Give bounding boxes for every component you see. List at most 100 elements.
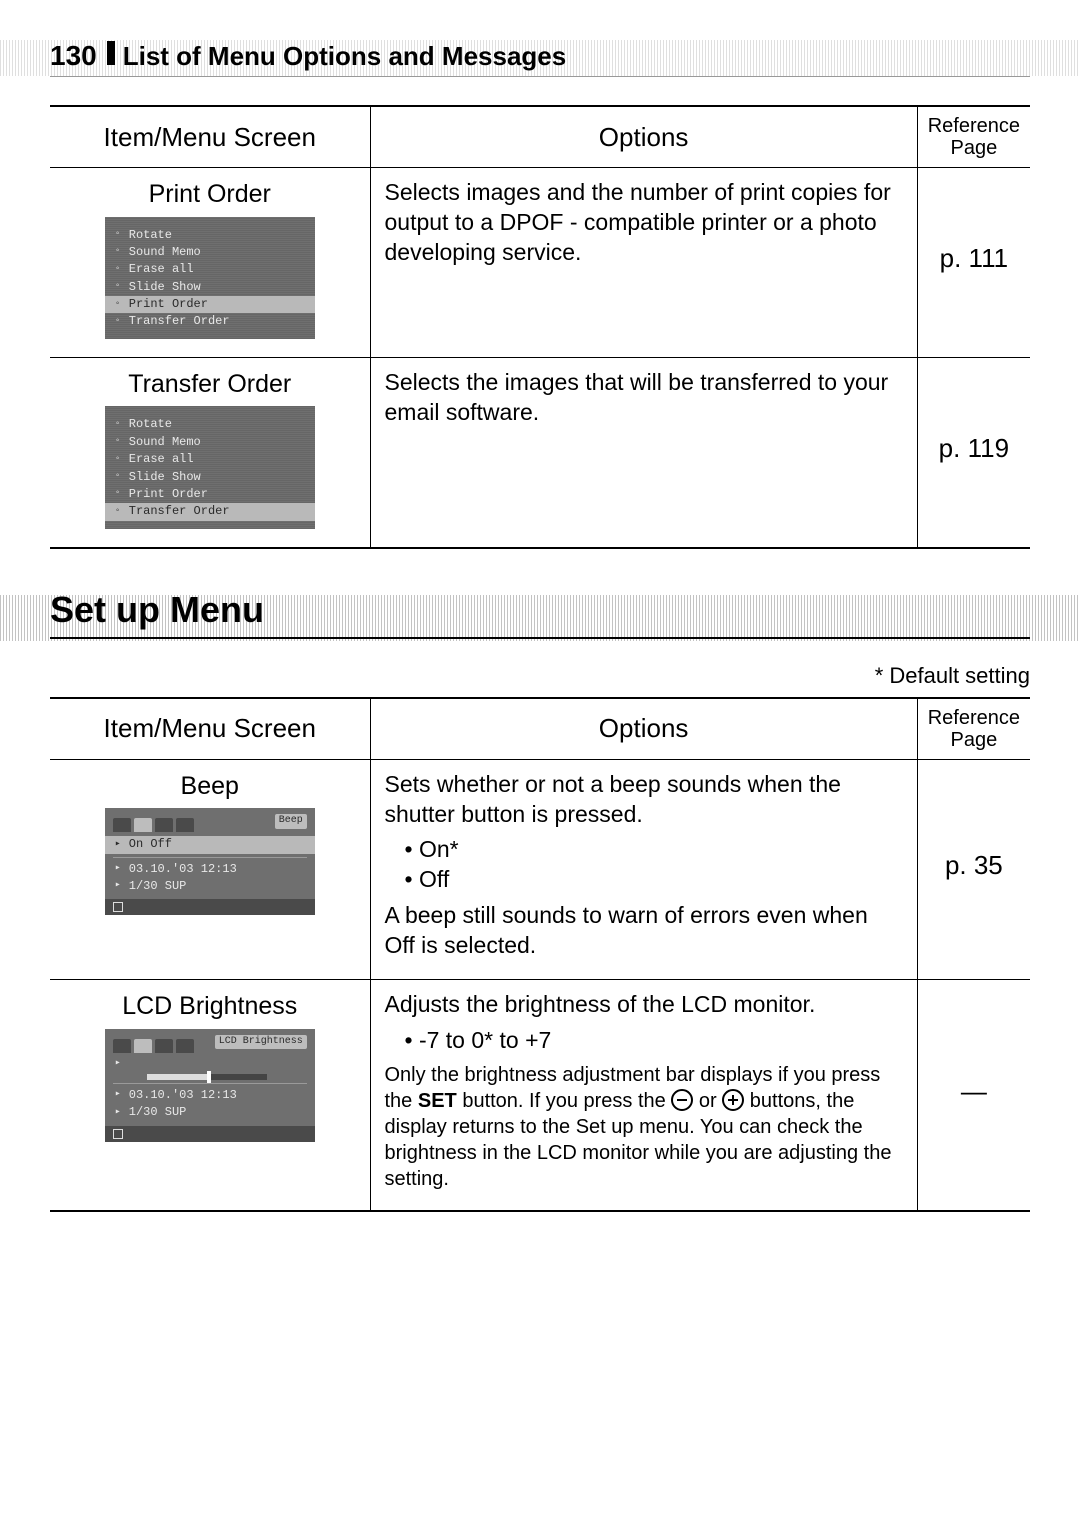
section-heading-wrap: Set up Menu (50, 589, 1030, 641)
lcd-row-icon: ◦ (113, 298, 123, 313)
page-header: 130 List of Menu Options and Messages (50, 40, 1030, 77)
ref-cell: p. 35 (917, 759, 1030, 979)
ref-cell: p. 111 (917, 168, 1030, 358)
lcd-tab (176, 1039, 194, 1053)
item-title: Print Order (64, 178, 356, 211)
plus-icon (722, 1089, 744, 1111)
options-text: Adjusts the brightness of the LCD monito… (385, 990, 903, 1020)
table-row: LCD BrightnessLCD Brightness▸▸03.10.'03 … (50, 980, 1030, 1211)
lcd-tab (113, 1039, 131, 1053)
options-cell: Selects the images that will be transfer… (370, 357, 917, 547)
lcd-footer (105, 1126, 315, 1142)
table-row: Print Order◦Rotate◦Sound Memo◦Erase all◦… (50, 168, 1030, 358)
lcd-row-icon: ◦ (113, 487, 123, 502)
lcd-row-icon: ▸ (113, 1088, 123, 1103)
lcd-row-text: Transfer Order (129, 503, 230, 520)
lcd-divider (113, 1083, 307, 1084)
lcd-tab (134, 818, 152, 832)
options-cell: Sets whether or not a beep sounds when t… (370, 759, 917, 979)
lcd-row-icon: ▸ (113, 862, 123, 877)
lcd-row: ▸ 03.10.'03 12:13 (113, 1087, 307, 1104)
lcd-row-text: Erase all (129, 261, 194, 278)
options-tail: A beep still sounds to warn of errors ev… (385, 901, 903, 961)
lcd-row-icon: ◦ (113, 263, 123, 278)
lcd-row: ◦ Slide Show (113, 279, 307, 296)
lcd-row-icon: ▸ (113, 1106, 123, 1121)
options-text: Selects images and the number of print c… (385, 178, 903, 268)
item-cell: LCD BrightnessLCD Brightness▸▸03.10.'03 … (50, 980, 370, 1211)
lcd-screenshot: Beep▸On Off▸03.10.'03 12:13▸1/30 SUP (105, 808, 315, 915)
ref-cell: p. 119 (917, 357, 1030, 547)
item-title: Beep (64, 770, 356, 803)
manual-page: 130 List of Menu Options and Messages It… (0, 0, 1080, 1312)
bullet-item: -7 to 0* to +7 (405, 1026, 903, 1056)
t1-h-options: Options (370, 106, 917, 168)
minus-icon (671, 1089, 693, 1111)
lcd-row-text: Slide Show (129, 469, 201, 486)
lcd-row-text: 03.10.'03 12:13 (129, 1087, 237, 1104)
t1-body: Print Order◦Rotate◦Sound Memo◦Erase all◦… (50, 168, 1030, 548)
lcd-row: ◦ Transfer Order (105, 503, 315, 520)
item-title: Transfer Order (64, 368, 356, 401)
t2-h-ref: Reference Page (917, 698, 1030, 760)
ref-cell: — (917, 980, 1030, 1211)
lcd-row-text: Print Order (129, 296, 208, 313)
set-button-label: SET (418, 1090, 457, 1112)
lcd-tab (176, 818, 194, 832)
lcd-footer-icon (113, 902, 123, 912)
lcd-row: ◦ Erase all (113, 261, 307, 278)
lcd-row: ▸ 03.10.'03 12:13 (113, 861, 307, 878)
lcd-row-icon: ◦ (113, 505, 123, 520)
lcd-row-icon: ▸ (113, 838, 123, 853)
lcd-row-icon: ◦ (113, 453, 123, 468)
table-row: Transfer Order◦Rotate◦Sound Memo◦Erase a… (50, 357, 1030, 547)
lcd-row: ◦Rotate (113, 416, 307, 433)
table-row: BeepBeep▸On Off▸03.10.'03 12:13▸1/30 SUP… (50, 759, 1030, 979)
menu-table-1: Item/Menu Screen Options Reference Page … (50, 105, 1030, 549)
lcd-row-icon: ◦ (113, 470, 123, 485)
item-cell: Print Order◦Rotate◦Sound Memo◦Erase all◦… (50, 168, 370, 358)
lcd-row: ▸1/30 SUP (113, 1104, 307, 1121)
lcd-row-text: Sound Memo (129, 244, 201, 261)
lcd-row-text: Slide Show (129, 279, 201, 296)
lcd-tab (134, 1039, 152, 1053)
lcd-row: ◦ Print Order (113, 486, 307, 503)
lcd-row: ▸ On Off (105, 836, 315, 853)
lcd-brightness-slider (147, 1074, 267, 1080)
t2-h-options: Options (370, 698, 917, 760)
lcd-row-icon: ◦ (113, 280, 123, 295)
lcd-row: ◦Sound Memo (113, 434, 307, 451)
lcd-row-text: 03.10.'03 12:13 (129, 861, 237, 878)
lcd-tab (155, 1039, 173, 1053)
lcd-row-icon: ◦ (113, 228, 123, 243)
bullet-item: On* (405, 835, 903, 865)
item-cell: Transfer Order◦Rotate◦Sound Memo◦Erase a… (50, 357, 370, 547)
lcd-row-text: Sound Memo (129, 434, 201, 451)
lcd-row: ◦ Print Order (105, 296, 315, 313)
options-bullets: -7 to 0* to +7 (405, 1026, 903, 1056)
lcd-footer (105, 899, 315, 915)
lcd-row: ◦ Sound Memo (113, 244, 307, 261)
lcd-screenshot: ◦Rotate◦Sound Memo◦Erase all◦Slide Show◦… (105, 217, 315, 339)
lcd-row: ◦ Erase all (113, 451, 307, 468)
default-setting-note: * Default setting (50, 663, 1030, 689)
t1-h-item: Item/Menu Screen (50, 106, 370, 168)
lcd-tab (155, 818, 173, 832)
options-text: Sets whether or not a beep sounds when t… (385, 770, 903, 830)
page-title: List of Menu Options and Messages (123, 41, 567, 72)
lcd-row-icon: ◦ (113, 418, 123, 433)
lcd-screenshot: LCD Brightness▸▸03.10.'03 12:13▸1/30 SUP (105, 1029, 315, 1142)
lcd-row-text: Print Order (129, 486, 208, 503)
lcd-row-icon: ◦ (113, 315, 123, 330)
lcd-row-icon: ▸ (113, 1057, 123, 1072)
lcd-title-chip: Beep (275, 814, 307, 829)
lcd-row-icon: ◦ (113, 245, 123, 260)
t2-h-item: Item/Menu Screen (50, 698, 370, 760)
lcd-row-text: Erase all (129, 451, 194, 468)
menu-table-2: Item/Menu Screen Options Reference Page … (50, 697, 1030, 1212)
lcd-row-text: Transfer Order (129, 313, 230, 330)
t1-h-ref: Reference Page (917, 106, 1030, 168)
lcd-row-icon: ▸ (113, 879, 123, 894)
lcd-row-text: On Off (129, 836, 172, 853)
lcd-footer-icon (113, 1129, 123, 1139)
